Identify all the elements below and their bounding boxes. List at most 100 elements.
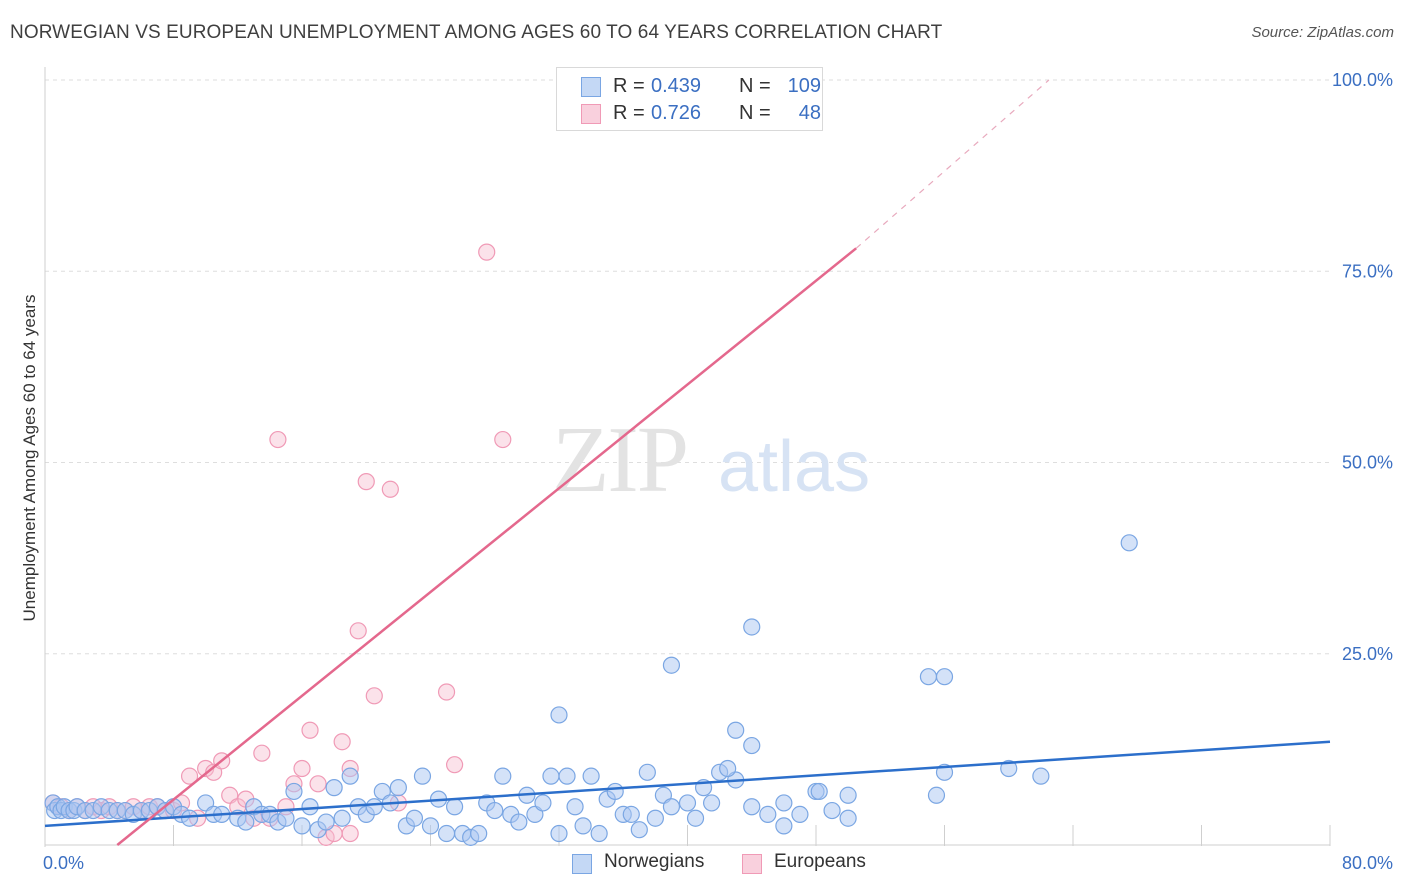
norwegians-point [285,782,303,801]
norwegians-point [1032,767,1050,785]
norwegians-point [839,786,857,804]
norwegians-point [421,817,440,835]
watermark-zip: ZIP [552,408,687,512]
norwegians-point [810,782,828,801]
norwegians-point [622,805,640,824]
norwegians-point [389,779,407,797]
norwegians-point [445,798,464,816]
norwegians-point [486,801,504,820]
norwegians-point [293,817,311,835]
norwegians-point [534,794,552,812]
europeans-point [437,683,456,701]
europeans-point [341,824,359,843]
norwegians-point [935,668,954,686]
y-tick-label: 100.0% [1332,70,1393,90]
norwegians-point [550,706,568,724]
norwegians-swatch [572,854,592,874]
legend-r-label: R = [613,102,645,124]
europeans-point [253,744,271,762]
norwegians-point [638,763,656,781]
norwegians-point [823,801,841,820]
norwegians-point [590,824,608,843]
tick-labels: 25.0% 50.0% 75.0% 100.0% 0.0% 80.0% [43,70,1393,873]
watermark-atlas: atlas [718,427,870,507]
norwegians-point [582,767,600,785]
norwegians-point [277,809,295,827]
europeans-point [445,756,464,774]
norwegians-legend-label: Norwegians [604,851,705,872]
norwegians-points [44,534,1138,846]
europeans-point [478,243,496,261]
norwegians-point [662,798,681,816]
trend-lines [44,79,1331,846]
legend-r-value: 0.726 [651,102,702,124]
norwegians-point [301,798,319,816]
norwegians-point [566,798,584,816]
y-tick-label: 25.0% [1342,644,1393,664]
norwegians-point [437,824,456,843]
europeans-point [349,622,367,640]
norwegians-point [1000,759,1018,778]
norwegians-point [743,618,761,636]
norwegians-point [341,767,359,785]
europeans-point [357,473,375,491]
correlation-legend: R = 0.439 N = 109 R = 0.726 N = 48 [556,67,823,131]
legend-r-label: R = [613,75,645,97]
norwegians-point [180,809,199,827]
x-tick-label: 80.0% [1342,853,1393,873]
europeans-point [180,767,199,785]
europeans-trend-line [116,247,857,846]
norwegians-point [365,798,383,816]
legend-n-label: N = [739,75,771,97]
europeans-point [309,775,327,793]
norwegians-point [325,779,343,797]
norwegians-point [1120,534,1138,552]
norwegians-point [775,817,793,835]
y-axis-label: Unemployment Among Ages 60 to 64 years [20,294,39,622]
norwegians-point [510,813,528,831]
norwegians-swatch [581,77,601,97]
source-label: Source: ZipAtlas.com [1251,24,1394,41]
norwegians-point [237,813,255,831]
legend-n-value: 48 [798,102,821,124]
europeans-point [293,759,311,778]
europeans-point [333,733,351,751]
norwegians-point [759,805,777,824]
norwegians-point [727,721,745,739]
norwegians-point [558,767,576,785]
norwegians-point [333,809,351,827]
europeans-point [269,430,287,449]
europeans-swatch [742,854,762,874]
norwegians-point [719,759,737,778]
norwegians-point [405,809,424,827]
legend-n-label: N = [739,102,771,124]
chart-title: NORWEGIAN VS EUROPEAN UNEMPLOYMENT AMONG… [10,22,943,43]
y-tick-label: 50.0% [1342,453,1393,473]
legend-n-value: 109 [787,75,821,97]
norwegians-point [775,794,793,812]
norwegians-point [470,824,488,843]
norwegians-point [646,809,664,827]
europeans-points [44,243,512,846]
norwegians-point [686,809,705,827]
europeans-legend-label: Europeans [774,851,866,872]
norwegians-point [919,668,938,686]
europeans-trend-extension [855,79,1050,249]
norwegians-point [791,805,809,824]
norwegians-point [678,794,697,812]
norwegians-point [550,824,568,843]
norwegians-point [413,767,432,785]
norwegians-point [927,786,946,804]
axis-layer [44,67,1331,847]
norwegians-point [606,782,624,801]
watermark: ZIP atlas [552,408,870,512]
norwegians-point [542,767,560,785]
norwegians-point [839,809,857,827]
norwegians-point [702,794,721,812]
europeans-point [301,721,319,739]
x-tick-label: 0.0% [43,853,84,873]
norwegians-point [662,656,681,674]
norwegians-point [317,813,335,831]
norwegians-point [494,767,512,785]
